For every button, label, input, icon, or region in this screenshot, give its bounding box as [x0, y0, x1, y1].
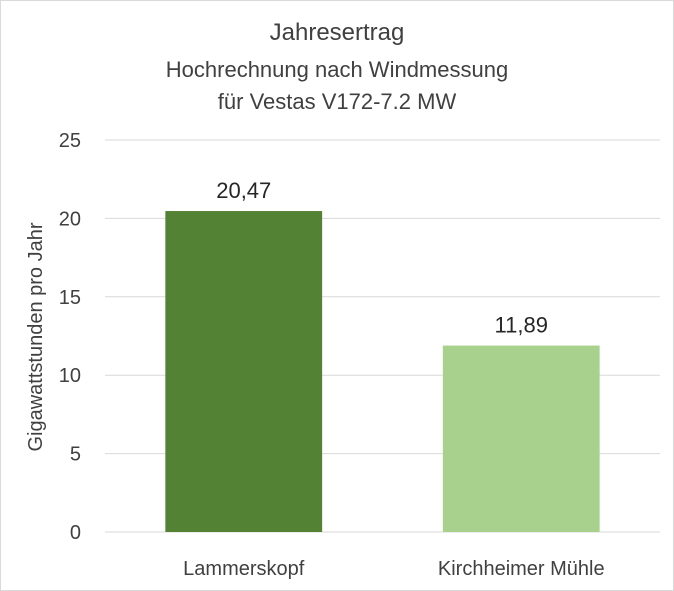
y-tick-label: 25 — [59, 130, 81, 152]
x-category-label-2: Kirchheimer Mühle — [438, 558, 605, 580]
x-axis-categories: Lammerskopf Kirchheimer Mühle — [183, 558, 604, 580]
bars — [165, 211, 600, 532]
y-axis-ticks: 0 5 10 15 20 25 — [59, 130, 81, 544]
bar-1 — [165, 211, 323, 532]
y-tick-label: 10 — [59, 365, 81, 387]
y-tick-label: 0 — [70, 522, 81, 544]
chart-subtitle-line-1: Hochrechnung nach Windmessung — [166, 57, 508, 82]
y-axis-label: Gigawattstunden pro Jahr — [25, 222, 47, 451]
y-tick-label: 5 — [70, 444, 81, 466]
data-label-2: 11,89 — [495, 313, 548, 338]
y-tick-label: 20 — [59, 208, 81, 230]
x-category-label-1: Lammerskopf — [183, 558, 305, 580]
data-label-1: 20,47 — [216, 178, 271, 203]
data-labels: 20,47 11,89 — [216, 178, 548, 338]
chart-title: Jahresertrag — [270, 19, 405, 46]
y-tick-label: 15 — [59, 287, 81, 309]
chart-subtitle-line-2: für Vestas V172-7.2 MW — [218, 89, 457, 114]
bar-2 — [442, 345, 600, 532]
